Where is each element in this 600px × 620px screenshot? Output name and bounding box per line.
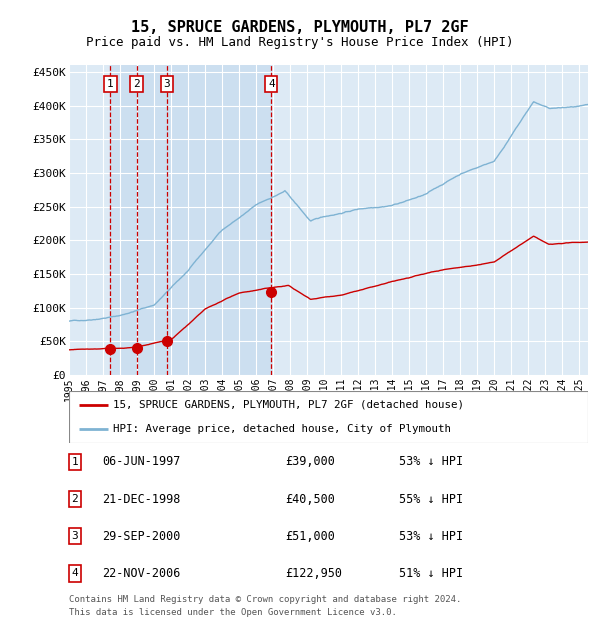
Text: 3: 3 bbox=[163, 79, 170, 89]
Text: 1: 1 bbox=[107, 79, 114, 89]
Text: 22-NOV-2006: 22-NOV-2006 bbox=[102, 567, 181, 580]
Text: 3: 3 bbox=[71, 531, 79, 541]
Text: 1: 1 bbox=[71, 457, 79, 467]
Text: HPI: Average price, detached house, City of Plymouth: HPI: Average price, detached house, City… bbox=[113, 424, 451, 434]
Text: 29-SEP-2000: 29-SEP-2000 bbox=[102, 530, 181, 542]
Text: 15, SPRUCE GARDENS, PLYMOUTH, PL7 2GF (detached house): 15, SPRUCE GARDENS, PLYMOUTH, PL7 2GF (d… bbox=[113, 400, 464, 410]
Text: 53% ↓ HPI: 53% ↓ HPI bbox=[399, 456, 463, 468]
Text: This data is licensed under the Open Government Licence v3.0.: This data is licensed under the Open Gov… bbox=[69, 608, 397, 617]
Text: 4: 4 bbox=[268, 79, 275, 89]
Text: £51,000: £51,000 bbox=[285, 530, 335, 542]
Text: 55% ↓ HPI: 55% ↓ HPI bbox=[399, 493, 463, 505]
Text: 06-JUN-1997: 06-JUN-1997 bbox=[102, 456, 181, 468]
Text: £40,500: £40,500 bbox=[285, 493, 335, 505]
Text: 53% ↓ HPI: 53% ↓ HPI bbox=[399, 530, 463, 542]
Text: 21-DEC-1998: 21-DEC-1998 bbox=[102, 493, 181, 505]
Text: Contains HM Land Registry data © Crown copyright and database right 2024.: Contains HM Land Registry data © Crown c… bbox=[69, 595, 461, 604]
Text: 4: 4 bbox=[71, 569, 79, 578]
Text: £122,950: £122,950 bbox=[285, 567, 342, 580]
Text: £39,000: £39,000 bbox=[285, 456, 335, 468]
Text: 15, SPRUCE GARDENS, PLYMOUTH, PL7 2GF: 15, SPRUCE GARDENS, PLYMOUTH, PL7 2GF bbox=[131, 20, 469, 35]
Bar bbox=[110, 65, 271, 375]
Text: 2: 2 bbox=[133, 79, 140, 89]
Text: 2: 2 bbox=[71, 494, 79, 504]
Text: Price paid vs. HM Land Registry's House Price Index (HPI): Price paid vs. HM Land Registry's House … bbox=[86, 36, 514, 48]
Text: 51% ↓ HPI: 51% ↓ HPI bbox=[399, 567, 463, 580]
